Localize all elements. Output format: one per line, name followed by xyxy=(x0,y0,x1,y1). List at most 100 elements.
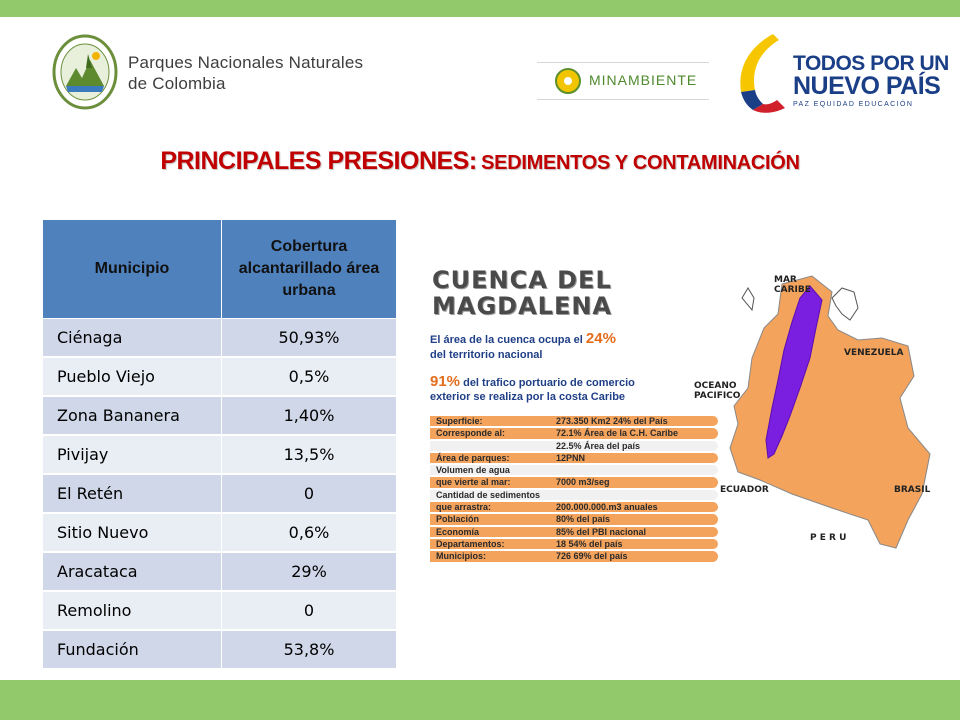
basin-fact-row: Corresponde al: 72.1% Área de la C.H. Car… xyxy=(430,428,718,439)
table-row: Aracataca 29% xyxy=(42,551,397,592)
stat-port-traffic-pct: 91% xyxy=(430,373,461,390)
label-caribe: CARIBE xyxy=(774,285,811,295)
basin-fact-value: 18 54% del país xyxy=(556,538,623,549)
gov-logo-tagline: PAZ EQUIDAD EDUCACIÓN xyxy=(793,101,914,108)
basin-fact-key: Departamentos: xyxy=(436,538,505,549)
table-row: Zona Bananera 1,40% xyxy=(42,395,397,436)
table-row: Sitio Nuevo 0,6% xyxy=(42,512,397,553)
colombia-map: MAR CARIBE VENEZUELA OCEANO PACIFICO ECU… xyxy=(694,275,931,549)
basin-fact-value: 200.000.000.m3 anuales xyxy=(556,502,658,513)
organization-name-line2: de Colombia xyxy=(128,74,226,93)
municipio-cell: Pueblo Viejo xyxy=(42,356,222,397)
basin-fact-key: Corresponde al: xyxy=(436,428,506,439)
basin-fact-row: que arrastra: 200.000.000.m3 anuales xyxy=(430,502,718,513)
municipio-cell: El Retén xyxy=(42,473,222,514)
basin-fact-value: 7000 m3/seg xyxy=(556,477,610,488)
basin-fact-row: Área de parques: 12PNN xyxy=(430,452,718,464)
bottom-accent-bar xyxy=(0,680,960,720)
table-row: Ciénaga 50,93% xyxy=(42,318,397,358)
basin-fact-row: Volumen de agua xyxy=(430,465,718,476)
table-row: Remolino 0 xyxy=(42,590,397,631)
gov-logo-line1: TODOS POR UN xyxy=(793,52,949,75)
municipality-coverage-table: Municipio Cobertura alcantarillado área … xyxy=(42,219,397,670)
organization-name: Parques Nacionales Naturales de Colombia xyxy=(128,52,363,94)
infographic-heading-line2: MAGDALENA xyxy=(432,292,612,320)
top-accent-bar xyxy=(0,0,960,17)
stat-basin-area-text: El área de la cuenca ocupa el xyxy=(430,334,583,346)
basin-fact-row: 22.5% Área del país xyxy=(430,440,718,451)
municipio-cell: Sitio Nuevo xyxy=(42,512,222,553)
stat-port-traffic: 91% del trafico portuario de comercio xyxy=(430,373,635,390)
stat-basin-area-pct: 24% xyxy=(585,330,616,347)
todos-por-un-nuevo-pais-logo: TODOS POR UN NUEVO PAÍS PAZ EQUIDAD EDUC… xyxy=(733,32,949,114)
basin-fact-row: Economía 85% del PBI nacional xyxy=(430,526,718,537)
table-row: Pivijay 13,5% xyxy=(42,434,397,475)
municipio-cell: Remolino xyxy=(42,590,222,631)
basin-fact-key: que arrastra: xyxy=(436,502,492,513)
basin-fact-key: que vierte al mar: xyxy=(436,477,511,488)
parques-nacionales-seal-logo xyxy=(52,34,118,110)
table-header-row: Municipio Cobertura alcantarillado área … xyxy=(42,219,397,319)
basin-fact-key: Población xyxy=(436,514,480,525)
basin-fact-key: Cantidad de sedimentos xyxy=(436,489,541,500)
coverage-cell: 13,5% xyxy=(221,434,397,475)
table-row: Pueblo Viejo 0,5% xyxy=(42,356,397,397)
table-row: El Retén 0 xyxy=(42,473,397,514)
municipio-cell: Aracataca xyxy=(42,551,222,592)
page-title: PRINCIPALES PRESIONES: SEDIMENTOS Y CONT… xyxy=(0,147,960,176)
basin-fact-value: 273.350 Km2 24% del País xyxy=(556,416,668,426)
stat-port-traffic-text: del trafico portuario de comercio xyxy=(463,377,635,389)
basin-fact-row: Municipios: 726 69% del país xyxy=(430,551,718,562)
infographic-heading-line1: CUENCA DEL xyxy=(432,266,612,294)
basin-fact-key: Municipios: xyxy=(436,551,486,562)
coverage-cell: 1,40% xyxy=(221,395,397,436)
basin-fact-key: Superficie: xyxy=(436,416,483,426)
basin-fact-value: 80% del país xyxy=(556,514,611,525)
stat-basin-area: El área de la cuenca ocupa el 24% xyxy=(430,330,616,347)
municipio-cell: Fundación xyxy=(42,629,222,670)
basin-fact-row: Departamentos: 18 54% del país xyxy=(430,538,718,550)
basin-fact-row: que vierte al mar: 7000 m3/seg xyxy=(430,477,718,488)
coverage-cell: 0,5% xyxy=(221,356,397,397)
coverage-cell: 0 xyxy=(221,473,397,514)
flag-swoosh-icon xyxy=(740,34,785,113)
minambiente-logo: MINAMBIENTE xyxy=(537,62,709,100)
page-title-part2: SEDIMENTOS Y CONTAMINACIÓN xyxy=(481,152,800,174)
label-oceano: OCEANO xyxy=(694,381,737,391)
basin-fact-value: 22.5% Área del país xyxy=(556,440,641,451)
basin-fact-key: Volumen de agua xyxy=(436,465,510,476)
basin-fact-value: 72.1% Área de la C.H. Caribe xyxy=(556,428,679,439)
basin-fact-key: Área de parques: xyxy=(436,452,510,463)
coastline-outline-right xyxy=(831,287,859,321)
minambiente-logo-text: MINAMBIENTE xyxy=(589,72,698,88)
label-venezuela: VENEZUELA xyxy=(844,348,904,358)
municipio-cell: Zona Bananera xyxy=(42,395,222,436)
coverage-cell: 50,93% xyxy=(221,318,397,358)
coverage-cell: 29% xyxy=(221,551,397,592)
organization-name-line1: Parques Nacionales Naturales xyxy=(128,53,364,72)
gov-logo-line2: NUEVO PAÍS xyxy=(793,72,941,100)
magdalena-basin-region xyxy=(765,285,823,459)
stat-basin-area-line2: del territorio nacional xyxy=(430,349,543,361)
basin-fact-key: Economía xyxy=(436,526,480,537)
basin-fact-value: 85% del PBI nacional xyxy=(556,526,647,537)
basin-fact-value: 726 69% del país xyxy=(556,551,628,562)
label-mar: MAR xyxy=(774,275,797,285)
label-peru: P E R U xyxy=(810,533,846,543)
coastline-outline-left xyxy=(741,287,755,312)
municipio-cell: Ciénaga xyxy=(42,318,222,358)
column-header-municipio: Municipio xyxy=(42,219,222,319)
basin-facts-list: Superficie: 273.350 Km2 24% del País Corre… xyxy=(430,416,718,564)
stat-port-traffic-line2: exterior se realiza por la costa Caribe xyxy=(430,391,626,403)
label-ecuador: ECUADOR xyxy=(720,485,769,495)
basin-fact-row: Cantidad de sedimentos xyxy=(430,489,718,501)
basin-fact-row: Población 80% del país xyxy=(430,514,718,525)
magdalena-basin-infographic: CUENCA DEL MAGDALENA El área de la cuenc… xyxy=(424,258,934,562)
basin-fact-row: Superficie: 273.350 Km2 24% del País xyxy=(430,416,718,427)
coverage-cell: 0 xyxy=(221,590,397,631)
coverage-cell: 0,6% xyxy=(221,512,397,553)
colombia-territory xyxy=(729,275,931,549)
colombia-seal-icon xyxy=(555,68,581,94)
basin-fact-value: 12PNN xyxy=(556,452,586,463)
coverage-cell: 53,8% xyxy=(221,629,397,670)
